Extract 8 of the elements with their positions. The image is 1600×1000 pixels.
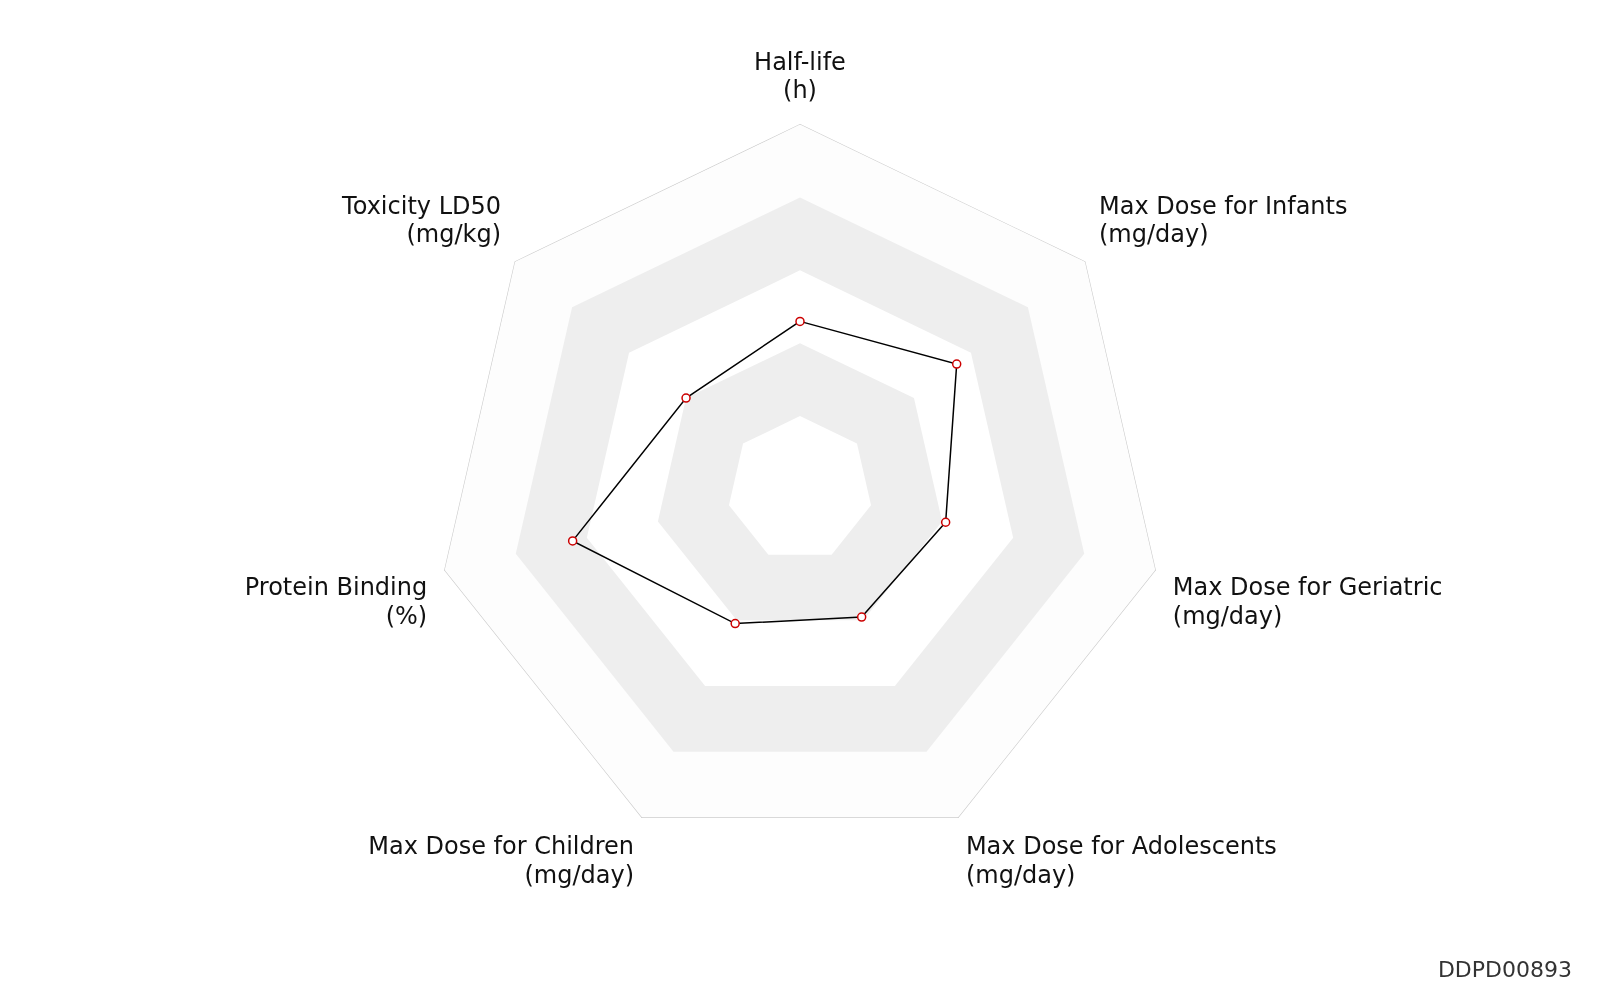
spoke-label: Protein Binding (%) xyxy=(244,572,428,630)
text: DDPD00893 xyxy=(1437,957,1572,982)
spoke-label: Toxicity LD50 (mg/kg) xyxy=(341,191,502,249)
spoke-label: Half-life (h) xyxy=(754,47,846,105)
spoke-label: Max Dose for Children (mg/day) xyxy=(368,832,635,889)
spoke-label: Max Dose for Adolescents (mg/day) xyxy=(965,832,1277,889)
spoke-label: Max Dose for Infants (mg/day) xyxy=(1098,191,1348,249)
spoke-label: Max Dose for Geriatric (mg/day) xyxy=(1172,572,1443,630)
